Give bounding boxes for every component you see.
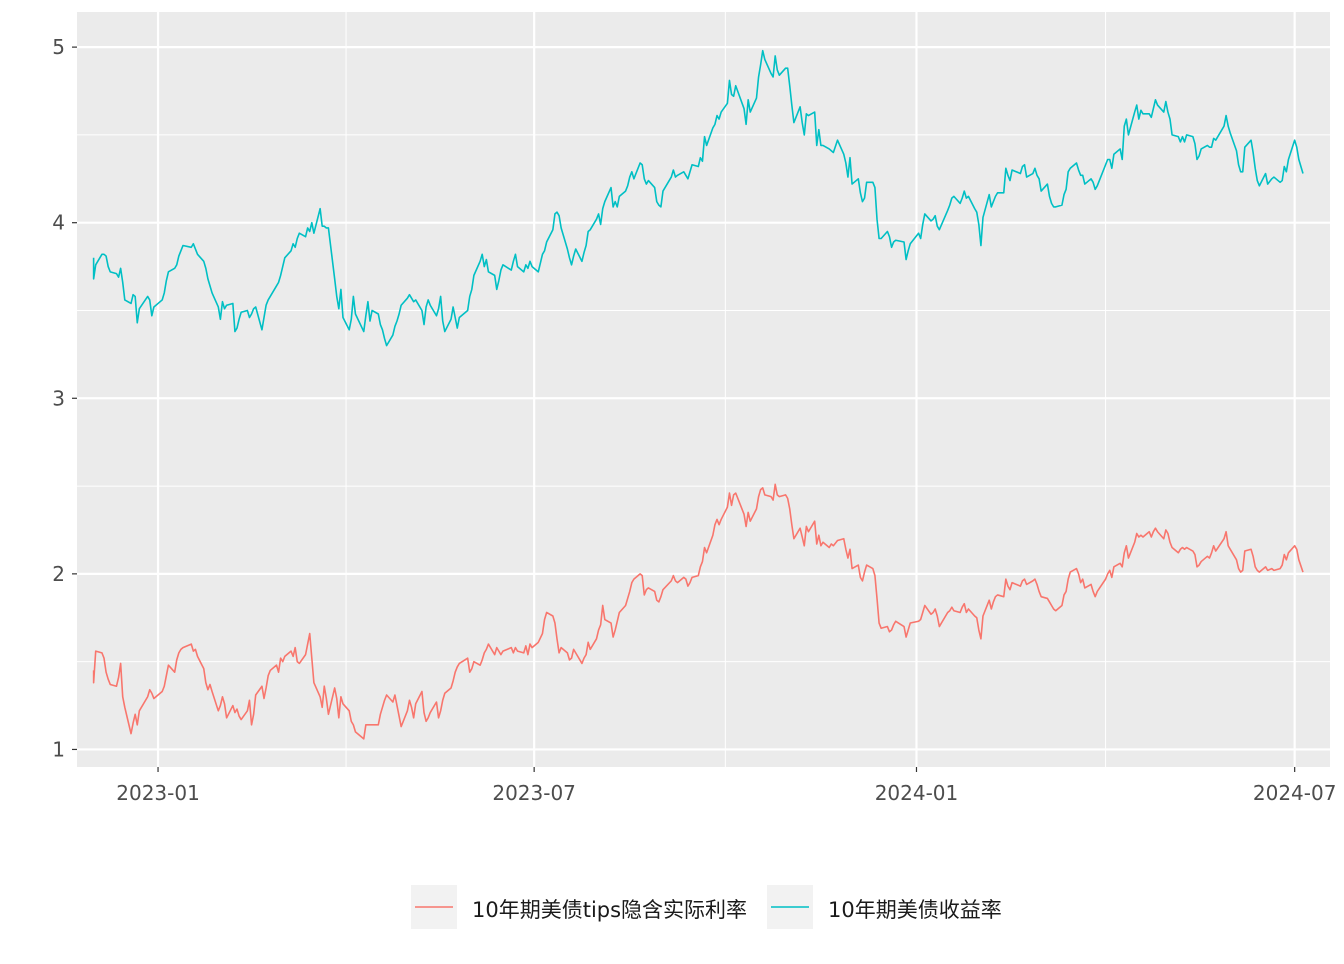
series-layer	[92, 49, 1304, 740]
legend-label-1: 10年期美债收益率	[828, 898, 1002, 922]
y-axis: 1 2 3 4 5	[52, 35, 77, 761]
y-tick-label: 4	[52, 211, 65, 235]
x-tick-label: 2024-01	[875, 781, 959, 805]
grid-minor	[77, 12, 1330, 767]
x-axis: 2023-01 2023-07 2024-01 2024-07	[116, 767, 1336, 805]
y-tick-label: 2	[52, 562, 65, 586]
y-tick-label: 5	[52, 35, 65, 59]
x-tick-label: 2024-07	[1253, 781, 1337, 805]
series-line-0	[92, 483, 1304, 740]
plot-panel	[77, 12, 1330, 767]
series-line-1	[92, 49, 1304, 347]
x-tick-label: 2023-01	[116, 781, 200, 805]
grid-major	[77, 12, 1330, 767]
legend-label-0: 10年期美债tips隐含实际利率	[472, 898, 747, 922]
y-tick-label: 1	[52, 737, 65, 761]
legend: 10年期美债tips隐含实际利率 10年期美债收益率	[411, 885, 1002, 929]
x-tick-label: 2023-07	[492, 781, 576, 805]
y-tick-label: 3	[52, 386, 65, 410]
